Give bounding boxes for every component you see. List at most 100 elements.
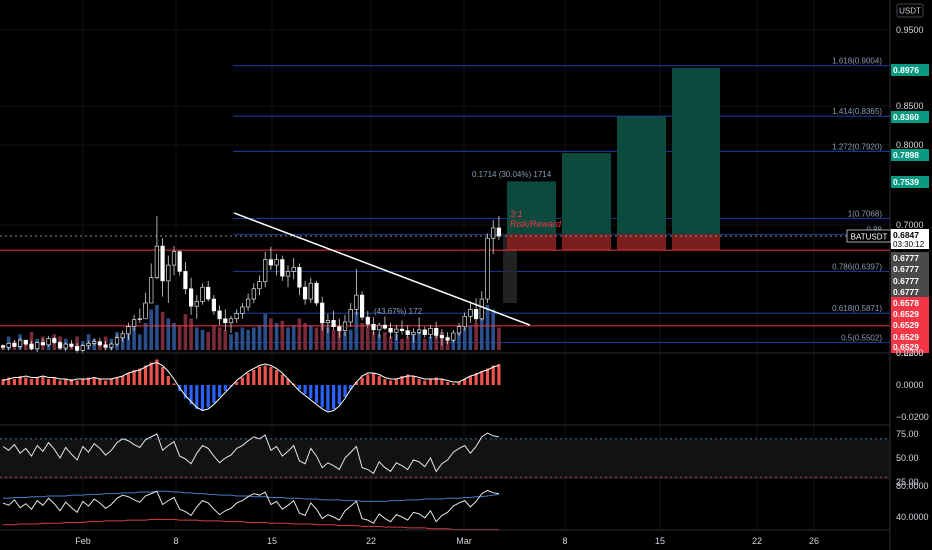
macd-histogram-bar [474, 373, 478, 385]
price-tick-label: 0.8500 [896, 101, 924, 111]
stop-zone-3[interactable] [617, 234, 666, 251]
macd-histogram-bar [320, 385, 324, 408]
candle-body [57, 342, 63, 349]
macd-histogram-bar [337, 385, 341, 405]
volume-bar [183, 314, 188, 350]
candle-body [189, 288, 194, 307]
rsi-bands-pane[interactable] [2, 489, 499, 530]
rsi-line [2, 432, 499, 475]
candle-body [246, 298, 251, 308]
macd-histogram-bar [212, 385, 216, 403]
candle-body [166, 264, 171, 282]
candle-body [434, 327, 439, 336]
macd-histogram-bar [121, 376, 125, 385]
support-price-tag-text: 0.6529 [893, 332, 919, 342]
volume-bar [280, 320, 285, 350]
volume-bar [291, 325, 296, 350]
volume-bar [286, 327, 290, 350]
macd-histogram-bar [143, 365, 148, 385]
candle-body [46, 338, 51, 346]
position-boxes[interactable] [503, 67, 720, 303]
macd-histogram-bar [457, 382, 461, 385]
volume-bar [206, 332, 210, 350]
volume-bar [252, 327, 256, 350]
candle-body [314, 282, 319, 304]
support-price-tag-text: 0.6578 [893, 298, 919, 308]
candle-body [200, 286, 205, 302]
stop-zone-1[interactable] [507, 234, 556, 251]
volume-bar [388, 336, 393, 350]
price-scale[interactable]: 0.95000.85000.80000.70000.20000.89760.83… [891, 25, 929, 522]
rsi-pane[interactable] [0, 432, 890, 478]
target-zone-2[interactable] [562, 153, 611, 235]
candle-body [160, 245, 165, 282]
target-zone-1[interactable] [507, 181, 556, 235]
candle-body [69, 343, 74, 347]
volume-bar [177, 325, 182, 350]
measure-label: 0.1714 (30.04%) 1714 [472, 170, 552, 179]
support-price-tag-bg [891, 341, 929, 353]
candle-body [462, 316, 467, 327]
candle-body [359, 294, 365, 318]
measure-label-small: (43.67%) 172 [374, 307, 423, 316]
support-price-tag-bg [891, 319, 929, 331]
level-price-tag-text: 0.6777 [893, 276, 919, 286]
volume-bar [485, 305, 490, 350]
candle-body [496, 227, 502, 237]
target-zone-4[interactable] [672, 67, 720, 235]
volume-bar [160, 311, 165, 350]
candle-body [154, 245, 160, 279]
macd-pane[interactable] [1, 359, 501, 413]
macd-histogram-bar [47, 379, 51, 385]
level-price-tag-bg [891, 263, 929, 275]
target-price-tag: 0.8976 [891, 64, 929, 76]
target-zone-3[interactable] [617, 116, 666, 235]
volume-bar [337, 327, 342, 350]
volume-bar [234, 332, 239, 350]
candle-body [183, 271, 188, 290]
candle-body [274, 259, 279, 266]
stop-zone-4[interactable] [672, 234, 720, 251]
macd-histogram-bar [343, 385, 347, 397]
macd-histogram-bar [218, 385, 222, 397]
candle-body [86, 342, 91, 346]
macd-histogram-bar [326, 385, 330, 411]
macd-histogram-bar [1, 379, 5, 385]
macd-histogram-bar [314, 385, 319, 403]
macd-histogram-bar [332, 385, 336, 409]
fib-label: 0.786(0.6397) [832, 263, 882, 272]
support-price-tag: 0.6578 [891, 297, 929, 309]
time-axis[interactable]: Feb 8 15 22 Mar 8 15 22 26 [75, 536, 819, 546]
volume-bar [371, 332, 376, 350]
rsi-tick-label: 25.00 [896, 477, 919, 487]
stop-zone-2[interactable] [562, 234, 611, 251]
level-price-tag: 0.6777 [891, 275, 929, 287]
macd-histogram-bar [349, 385, 353, 390]
price-pane[interactable]: 1.618(0.9004) 1.414(0.8365) 1.272(0.7920) 1… [0, 57, 890, 354]
descending-trendline[interactable] [233, 212, 531, 326]
candle-body [473, 309, 479, 320]
level-price-tag-text: 0.6777 [893, 287, 919, 297]
currency-label[interactable]: USDT [896, 3, 924, 18]
macd-histogram-bar [104, 380, 108, 385]
volume-bar [326, 327, 330, 350]
candle-body [240, 306, 245, 314]
risk-reward-ratio: 3:1 [510, 209, 523, 219]
macd-histogram-bar [58, 380, 62, 385]
candle-body [405, 330, 410, 335]
macd-histogram-bar [263, 365, 267, 385]
candle-body [371, 324, 376, 331]
macd-histogram-bar [29, 379, 34, 385]
candle-body [143, 302, 148, 320]
candle-body [451, 332, 456, 341]
candle-body [263, 259, 268, 282]
support-lines[interactable] [0, 249, 890, 327]
support-price-tag-bg [891, 331, 929, 343]
volume-bar [383, 332, 387, 350]
volume-bar [274, 323, 279, 350]
candle-body [297, 267, 302, 288]
macd-histogram-bar [75, 380, 79, 385]
candle-body [63, 343, 68, 349]
macd-histogram-bar [463, 379, 467, 385]
